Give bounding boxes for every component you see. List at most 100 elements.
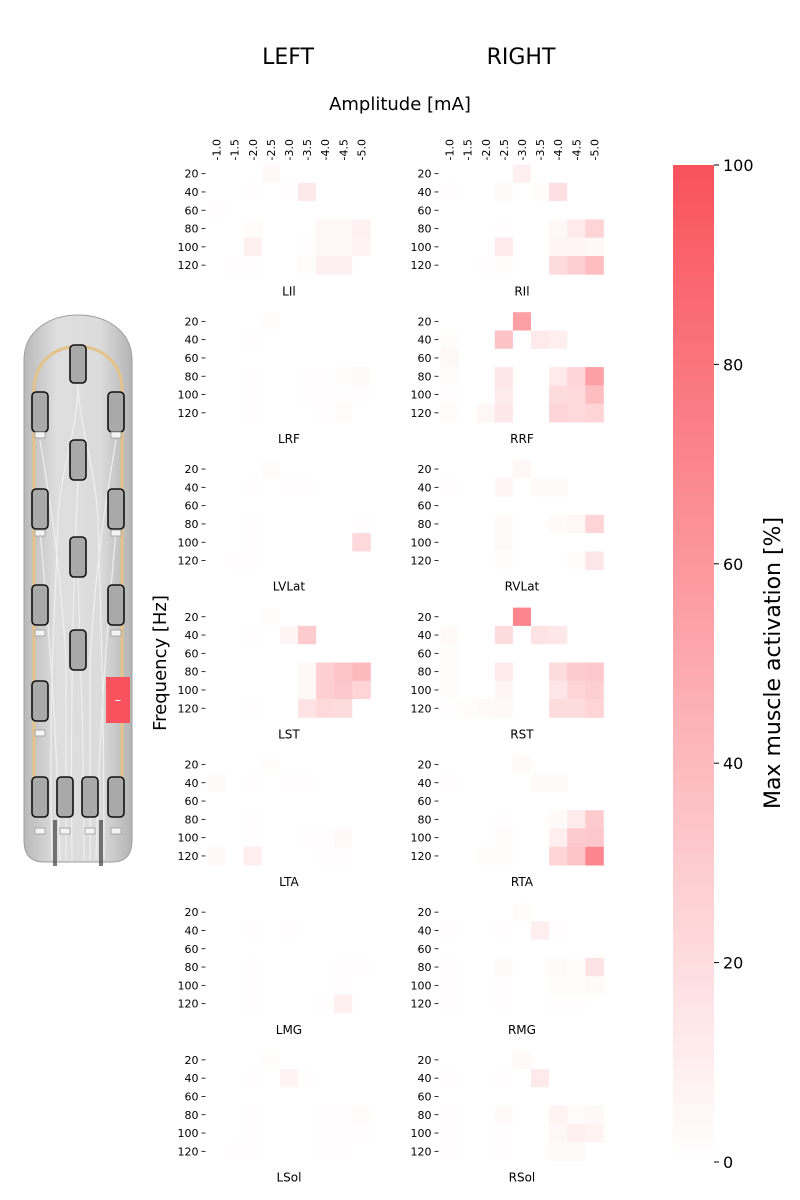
- heatmap-cell: [567, 625, 586, 645]
- y-tick-label: 60: [185, 647, 199, 660]
- y-tick-label: 60: [185, 500, 199, 513]
- heatmap-cell: [316, 607, 335, 627]
- heatmap-cell: [531, 367, 550, 386]
- heatmap-cell: [440, 846, 459, 866]
- heatmap-cell: [243, 921, 263, 940]
- heatmap-cell: [225, 680, 245, 700]
- x-tick-label: -4.0: [319, 139, 332, 160]
- heatmap-cell: [476, 1050, 496, 1070]
- heatmap-cell: [316, 1105, 335, 1125]
- heatmap-cell: [476, 385, 496, 405]
- heatmap-cell: [458, 921, 478, 940]
- heatmap-cell: [585, 459, 604, 479]
- heatmap-cell: [334, 903, 353, 922]
- y-tick-label: 120: [411, 702, 432, 715]
- y-tick-label: 20: [185, 315, 199, 328]
- heatmap-cell: [440, 312, 459, 331]
- heatmap-cell: [207, 846, 226, 866]
- heatmap-cell: [549, 773, 568, 793]
- heatmap-cell: [352, 1069, 371, 1088]
- heatmap-cell: [567, 478, 586, 497]
- y-tick-label: 40: [185, 186, 199, 199]
- heatmap-cell: [494, 514, 514, 534]
- heatmap-cell: [494, 551, 514, 571]
- y-tick-label: 100: [411, 389, 432, 402]
- y-tick-label: 60: [185, 204, 199, 217]
- x-tick-label: -5.0: [588, 139, 601, 160]
- heatmap-cell: [458, 791, 478, 811]
- heatmap-cell: [298, 312, 317, 331]
- heatmap-cell: [261, 219, 281, 239]
- heatmap-cell: [279, 957, 299, 977]
- heatmap-cell: [531, 755, 550, 774]
- panel-label: LTA: [279, 875, 299, 889]
- heatmap-cell: [476, 828, 496, 848]
- heatmap-cell: [316, 957, 335, 977]
- heatmap-cell: [531, 903, 550, 922]
- x-tick-label: -3.0: [516, 139, 529, 160]
- heatmap-cell: [440, 1123, 459, 1143]
- heatmap-cell: [352, 846, 371, 866]
- heatmap-cell: [440, 533, 459, 552]
- heatmap-cell: [243, 533, 263, 552]
- heatmap-cell: [316, 810, 335, 829]
- heatmap-cell: [261, 1123, 281, 1143]
- heatmap-cell: [567, 662, 586, 682]
- heatmap-cell: [316, 699, 335, 718]
- y-tick-label: 40: [418, 777, 432, 790]
- heatmap-cell: [549, 403, 568, 423]
- heatmap-cell: [494, 680, 514, 700]
- heatmap-cell: [279, 164, 299, 184]
- heatmap-cell: [549, 828, 568, 848]
- heatmap-cell: [567, 367, 586, 386]
- heatmap-cell: [512, 1123, 532, 1143]
- heatmap-cell: [549, 939, 568, 959]
- heatmap-cell: [316, 312, 335, 331]
- electrode-array-image: –: [23, 314, 133, 866]
- heatmap-cell: [549, 662, 568, 682]
- y-tick-label: 40: [185, 924, 199, 937]
- heatmap-cell: [316, 182, 335, 202]
- heatmap-cell: [225, 921, 245, 940]
- heatmap-cell: [334, 680, 353, 700]
- heatmap-cell: [279, 403, 299, 423]
- heatmap-cell: [476, 957, 496, 977]
- heatmap-cell: [207, 478, 226, 497]
- heatmap-cell: [352, 330, 371, 350]
- heatmap-cell: [567, 680, 586, 700]
- heatmap-cell: [243, 976, 263, 995]
- heatmap-cell: [261, 1105, 281, 1125]
- heatmap-cell: [549, 994, 568, 1014]
- y-tick-label: 80: [418, 518, 432, 531]
- heatmap-cell: [585, 367, 604, 386]
- heatmap-cell: [494, 773, 514, 793]
- heatmap-cell: [494, 607, 514, 627]
- heatmap-cell: [334, 773, 353, 793]
- heatmap-cell: [298, 367, 317, 386]
- heatmap-cell: [458, 939, 478, 959]
- heatmap-cell: [494, 164, 514, 184]
- heatmap-cell: [512, 976, 532, 995]
- heatmap-cell: [334, 219, 353, 239]
- heatmap-panel-RRF: 20 40 60 80 100 120 RRF: [411, 312, 604, 446]
- heatmap-cell: [334, 348, 353, 368]
- heatmap-cell: [207, 551, 226, 571]
- heatmap-cell: [476, 533, 496, 552]
- heatmap-cell: [316, 385, 335, 405]
- heatmap-cell: [207, 791, 226, 811]
- heatmap-cell: [207, 1050, 226, 1070]
- x-tick-label: -3.5: [534, 139, 547, 160]
- heatmap-cell: [207, 330, 226, 350]
- heatmap-cell: [531, 939, 550, 959]
- heatmap-cell: [585, 312, 604, 331]
- panel-label: LIl: [282, 284, 296, 298]
- heatmap-cell: [476, 256, 496, 275]
- panel-label: RTA: [511, 875, 534, 889]
- heatmap-cell: [585, 164, 604, 184]
- heatmap-cell: [207, 957, 226, 977]
- y-tick-label: 40: [418, 186, 432, 199]
- heatmap-cell: [440, 773, 459, 793]
- heatmap-cell: [279, 514, 299, 534]
- heatmap-cell: [352, 551, 371, 571]
- heatmap-cell: [458, 699, 478, 718]
